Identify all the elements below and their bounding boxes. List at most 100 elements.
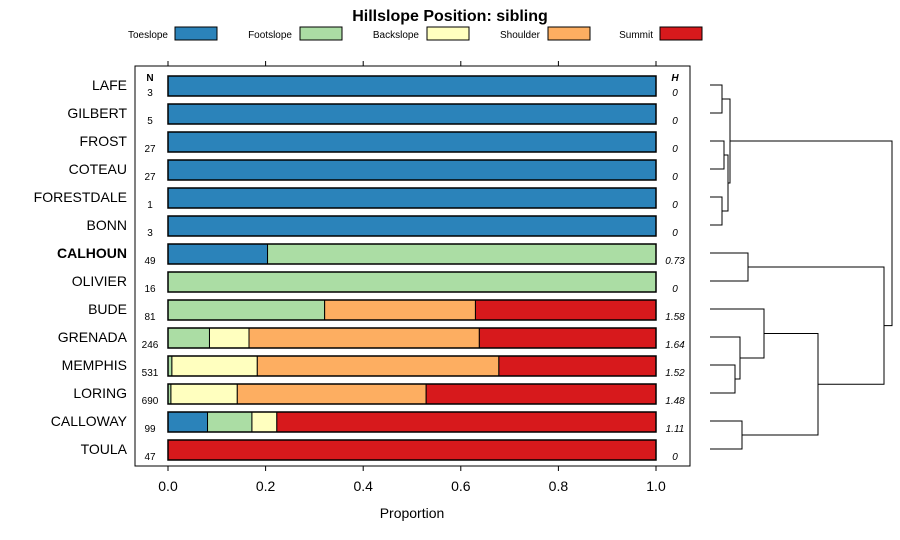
n-value-loring: 690 [142,396,159,407]
bar-segment-grenada-backslope [208,327,250,349]
bar-segment-grenada-footslope [167,327,210,349]
bar-segment-memphis-backslope [171,355,258,377]
category-label-bonn: BONN [87,217,127,233]
category-label-grenada: GRENADA [58,329,128,345]
plot-area: 0.0 0.2 0.4 0.6 0.8 1.0 N H LAFE 3 0 GILBERT 5 0 FROST… [34,61,691,494]
bar-segment-forestdale-toeslope [167,187,657,209]
bar-segment-lafe-toeslope [167,75,657,97]
bar-segment-loring-summit [425,383,657,405]
category-label-calloway: CALLOWAY [51,413,128,429]
bar-segment-gilbert-toeslope [167,103,657,125]
legend-swatch-footslope [299,26,343,41]
category-label-coteau: COTEAU [69,161,127,177]
n-value-forestdale: 1 [147,200,153,211]
category-label-forestdale: FORESTDALE [34,189,127,205]
h-value-calloway: 1.11 [666,424,685,435]
legend-label-backslope: Backslope [373,30,420,41]
legend-swatch-toeslope [174,26,218,41]
category-label-bude: BUDE [88,301,127,317]
h-value-bonn: 0 [672,228,678,239]
bar-segment-calhoun-footslope [267,243,657,265]
h-value-bude: 1.58 [665,312,685,323]
category-label-loring: LORING [73,385,127,401]
n-value-bonn: 3 [147,228,153,239]
bar-segment-grenada-summit [478,327,657,349]
bar-segment-bude-shoulder [324,299,476,321]
x-tick-label: 0.4 [353,478,373,494]
legend-label-shoulder: Shoulder [500,30,541,41]
h-value-calhoun: 0.73 [665,256,685,267]
dendrogram-link [710,140,725,170]
bar-outline-lafe [167,75,657,97]
bar-segment-memphis-summit [498,355,657,377]
dendrogram-link [722,154,729,212]
x-tick-label: 1.0 [646,478,666,494]
h-value-frost: 0 [672,144,678,155]
category-label-frost: FROST [80,133,128,149]
legend-swatch-summit [659,26,703,41]
bar-outline-loring [167,383,657,405]
legend-swatch-shoulder [547,26,591,41]
n-value-olivier: 16 [144,284,156,295]
legend-label-footslope: Footslope [248,30,292,41]
dendrogram-link [710,308,765,359]
h-value-memphis: 1.52 [665,368,685,379]
category-label-olivier: OLIVIER [72,273,127,289]
bar-segment-calloway-backslope [251,411,278,433]
x-tick-label: 0.8 [549,478,569,494]
n-value-toula: 47 [144,452,156,463]
bar-outline-forestdale [167,187,657,209]
n-value-lafe: 3 [147,88,153,99]
dendrogram-link [748,266,885,385]
bar-outline-calloway [167,411,657,433]
bar-outline-coteau [167,159,657,181]
category-label-toula: TOULA [81,441,128,457]
h-value-forestdale: 0 [672,200,678,211]
bar-outline-calhoun [167,243,657,265]
dendrogram-link [730,140,893,327]
bar-segment-grenada-shoulder [248,327,480,349]
bar-segment-calhoun-toeslope [167,243,269,265]
h-value-gilbert: 0 [672,116,678,127]
dendrogram-link [710,252,749,282]
x-tick-label: 0.6 [451,478,471,494]
h-value-grenada: 1.64 [665,340,685,351]
bar-segment-loring-backslope [170,383,238,405]
legend-label-summit: Summit [619,30,653,41]
h-column-header: H [671,73,679,84]
bar-segment-toula-summit [167,439,657,461]
legend: Toeslope Footslope Backslope Shoulder Summit [128,26,703,41]
n-value-bude: 81 [144,312,156,323]
n-value-calhoun: 49 [144,256,156,267]
h-value-coteau: 0 [672,172,678,183]
category-label-gilbert: GILBERT [67,105,127,121]
category-label-memphis: MEMPHIS [62,357,127,373]
n-value-grenada: 246 [142,340,159,351]
x-tick-label: 0.2 [256,478,276,494]
bar-outline-olivier [167,271,657,293]
category-label-lafe: LAFE [92,77,127,93]
bar-outline-toula [167,439,657,461]
x-tick-label: 0.0 [158,478,178,494]
dendrogram-link [710,196,723,226]
bar-segment-bude-footslope [167,299,326,321]
h-value-lafe: 0 [672,88,678,99]
n-value-coteau: 27 [144,172,156,183]
bar-segment-olivier-footslope [167,271,657,293]
chart-title: Hillslope Position: sibling [352,8,548,25]
n-value-gilbert: 5 [147,116,153,127]
n-value-frost: 27 [144,144,156,155]
bar-segment-bonn-toeslope [167,215,657,237]
dendrogram-link [710,84,723,114]
bar-outline-frost [167,131,657,153]
bar-segment-calloway-summit [276,411,657,433]
bar-outline-gilbert [167,103,657,125]
bar-outline-bonn [167,215,657,237]
bar-segment-loring-shoulder [236,383,427,405]
legend-swatch-backslope [426,26,470,41]
h-value-olivier: 0 [672,284,678,295]
n-column-header: N [146,73,153,84]
legend-label-toeslope: Toeslope [128,30,168,41]
bar-segment-memphis-shoulder [256,355,500,377]
